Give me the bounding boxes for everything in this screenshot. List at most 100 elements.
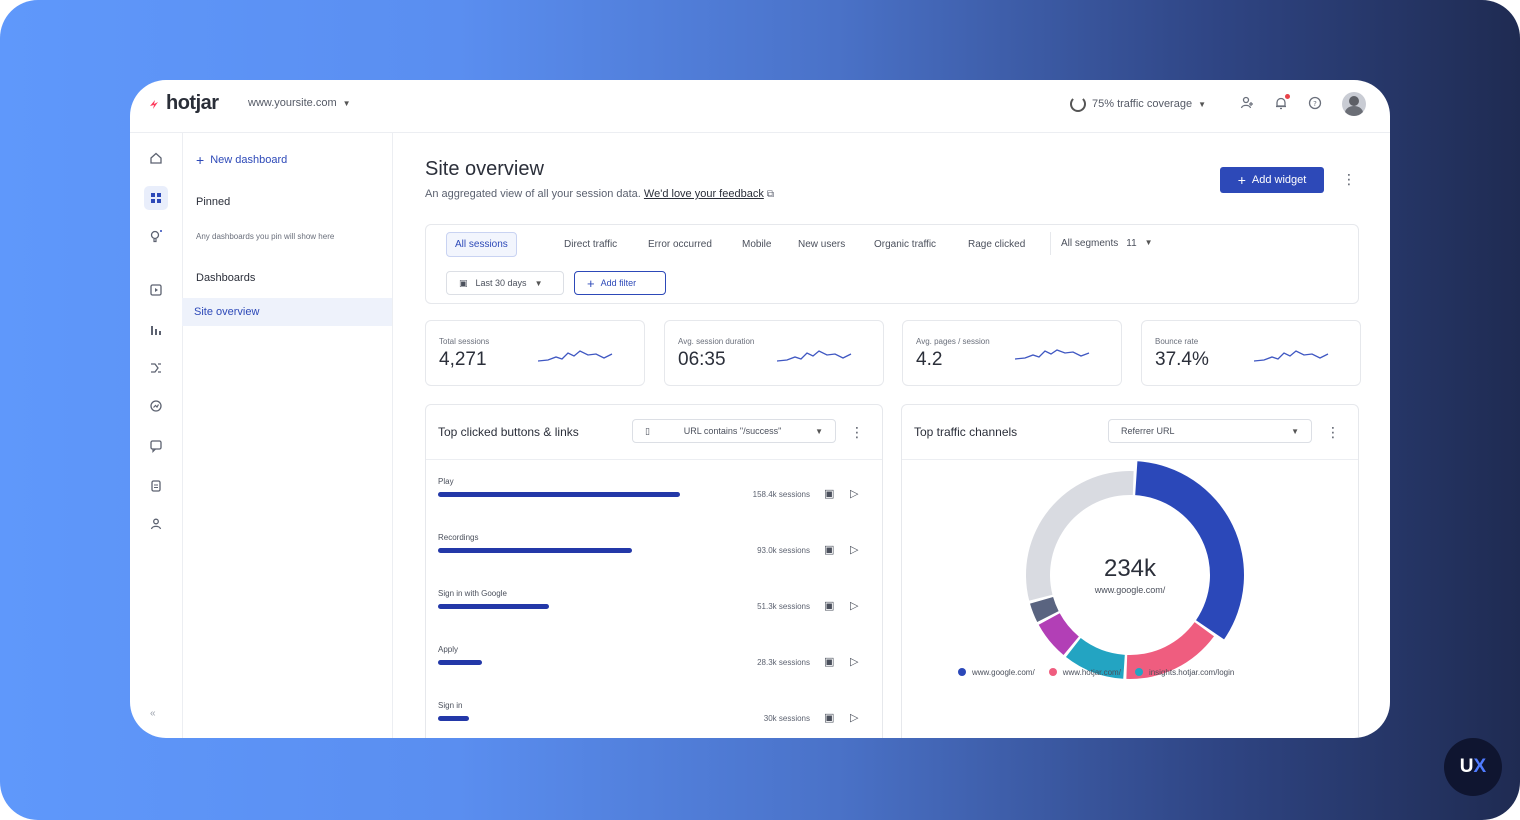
metric-value: 06:35 — [678, 349, 726, 370]
home-icon[interactable] — [144, 146, 168, 170]
row-bar — [438, 548, 632, 553]
main-content: Site overview An aggregated view of all … — [392, 132, 1390, 738]
donut-slice[interactable] — [1065, 638, 1125, 679]
dashboard-icon[interactable] — [144, 186, 168, 210]
logo[interactable]: hotjar — [148, 92, 219, 115]
site-name: www.yoursite.com — [248, 97, 337, 109]
metric-value: 37.4% — [1155, 349, 1209, 370]
metric-avg-pages-per-session[interactable]: Avg. pages / session 4.2 — [902, 320, 1122, 386]
heatmap-icon[interactable]: ▣ — [824, 600, 835, 612]
play-icon[interactable]: ▷ — [850, 544, 859, 556]
play-icon[interactable]: ▷ — [850, 600, 859, 612]
play-icon[interactable]: ▷ — [850, 488, 859, 500]
badge-u: U — [1459, 756, 1474, 777]
trends-icon[interactable] — [144, 394, 168, 418]
chevron-down-icon: ▼ — [1291, 426, 1299, 436]
row-sessions: 93.0k sessions — [757, 546, 810, 555]
badge-x: X — [1473, 756, 1487, 777]
metric-bounce-rate[interactable]: Bounce rate 37.4% — [1141, 320, 1361, 386]
new-dashboard-button[interactable]: + New dashboard — [196, 152, 287, 168]
recordings-icon[interactable] — [144, 278, 168, 302]
lightbulb-icon[interactable] — [144, 224, 168, 248]
donut-center: 234k www.google.com/ — [1050, 555, 1210, 595]
referrer-dropdown[interactable]: Referrer URL ▼ — [1108, 419, 1312, 443]
chevron-down-icon: ▼ — [815, 426, 823, 436]
interviews-icon[interactable] — [144, 512, 168, 536]
donut-slice[interactable] — [1126, 622, 1215, 679]
user-add-icon[interactable] — [1238, 94, 1256, 112]
donut-slice[interactable] — [1038, 613, 1079, 655]
calendar-icon: ▣ — [459, 277, 468, 288]
top-traffic-card: Top traffic channels Referrer URL ▼ ⋮ 23… — [901, 404, 1359, 738]
surveys-icon[interactable] — [144, 474, 168, 498]
row-sessions: 28.3k sessions — [757, 658, 810, 667]
segment-rage-clicked[interactable]: Rage clicked — [968, 239, 1026, 250]
segment-error-occurred[interactable]: Error occurred — [648, 239, 712, 250]
all-segments-label: All segments — [1061, 238, 1119, 249]
heatmaps-icon[interactable] — [144, 318, 168, 342]
card-title: Top clicked buttons & links — [438, 425, 579, 439]
sparkline — [538, 350, 613, 362]
referrer-label: Referrer URL — [1121, 426, 1175, 436]
dashboards-heading: Dashboards — [196, 272, 256, 284]
icon-rail: « — [130, 132, 183, 738]
avatar[interactable] — [1342, 92, 1366, 116]
sparkline — [1015, 349, 1090, 360]
site-selector[interactable]: www.yoursite.com ▼ — [248, 97, 351, 109]
donut-slice[interactable] — [1030, 597, 1059, 623]
divider — [902, 459, 1358, 460]
heatmap-icon[interactable]: ▣ — [824, 488, 835, 500]
segment-direct-traffic[interactable]: Direct traffic — [564, 239, 618, 250]
logo-text: hotjar — [166, 92, 219, 114]
row-label: Play — [438, 477, 454, 486]
more-options-icon[interactable]: ⋮ — [850, 424, 864, 440]
feedback-link[interactable]: We'd love your feedback — [643, 188, 764, 200]
segment-all-sessions[interactable]: All sessions — [446, 232, 517, 257]
chevron-down-icon: ▼ — [1144, 238, 1153, 247]
url-filter-dropdown[interactable]: ▯ URL contains "/success" ▼ — [632, 419, 836, 443]
play-icon[interactable]: ▷ — [850, 712, 859, 724]
segment-mobile[interactable]: Mobile — [742, 239, 772, 250]
segment-organic-traffic[interactable]: Organic traffic — [874, 239, 937, 250]
divider — [426, 459, 882, 460]
traffic-coverage[interactable]: 75% traffic coverage ▼ — [1070, 96, 1206, 112]
collapse-icon[interactable]: « — [150, 708, 156, 719]
feedback-icon[interactable] — [144, 434, 168, 458]
donut-slice[interactable] — [1026, 471, 1134, 601]
more-options-icon[interactable]: ⋮ — [1342, 171, 1356, 187]
all-segments-dropdown[interactable]: All segments 11 ▼ — [1050, 232, 1163, 255]
play-icon[interactable]: ▷ — [850, 656, 859, 668]
sparkline — [777, 350, 852, 362]
sidebar-item-site-overview[interactable]: Site overview — [182, 298, 392, 326]
heatmap-icon[interactable]: ▣ — [824, 712, 835, 724]
legend-item: www.google.com/ — [958, 668, 1035, 677]
segment-new-users[interactable]: New users — [798, 239, 846, 250]
row-bar — [438, 716, 469, 721]
metric-avg-session-duration[interactable]: Avg. session duration 06:35 — [664, 320, 884, 386]
traffic-donut-chart — [1026, 461, 1244, 679]
heatmap-icon[interactable]: ▣ — [824, 656, 835, 668]
metric-total-sessions[interactable]: Total sessions 4,271 — [425, 320, 645, 386]
page-title: Site overview — [425, 158, 544, 180]
new-dashboard-label: New dashboard — [210, 154, 288, 166]
plus-icon: + — [1237, 172, 1246, 188]
sidebar-item-label: Site overview — [194, 306, 260, 318]
bell-icon[interactable] — [1272, 94, 1290, 112]
row-bar — [438, 492, 680, 497]
external-link-icon: ⧉ — [766, 189, 775, 200]
donut-slice[interactable] — [1135, 461, 1244, 640]
more-options-icon[interactable]: ⋮ — [1326, 424, 1340, 440]
sparkline — [1254, 350, 1329, 362]
funnels-icon[interactable] — [144, 356, 168, 380]
heatmap-icon[interactable]: ▣ — [824, 544, 835, 556]
legend-item: www.hotjar.com/ — [1048, 668, 1121, 677]
top-clicked-card: Top clicked buttons & links ▯ URL contai… — [425, 404, 883, 738]
help-icon[interactable]: ? — [1306, 94, 1324, 112]
card-title: Top traffic channels — [914, 425, 1018, 439]
add-filter-button[interactable]: + Add filter — [574, 271, 666, 295]
coverage-icon — [1070, 96, 1086, 112]
plus-icon: + — [196, 152, 205, 168]
add-widget-button[interactable]: + Add widget — [1220, 167, 1324, 193]
date-range-button[interactable]: ▣ Last 30 days ▼ — [446, 271, 564, 295]
